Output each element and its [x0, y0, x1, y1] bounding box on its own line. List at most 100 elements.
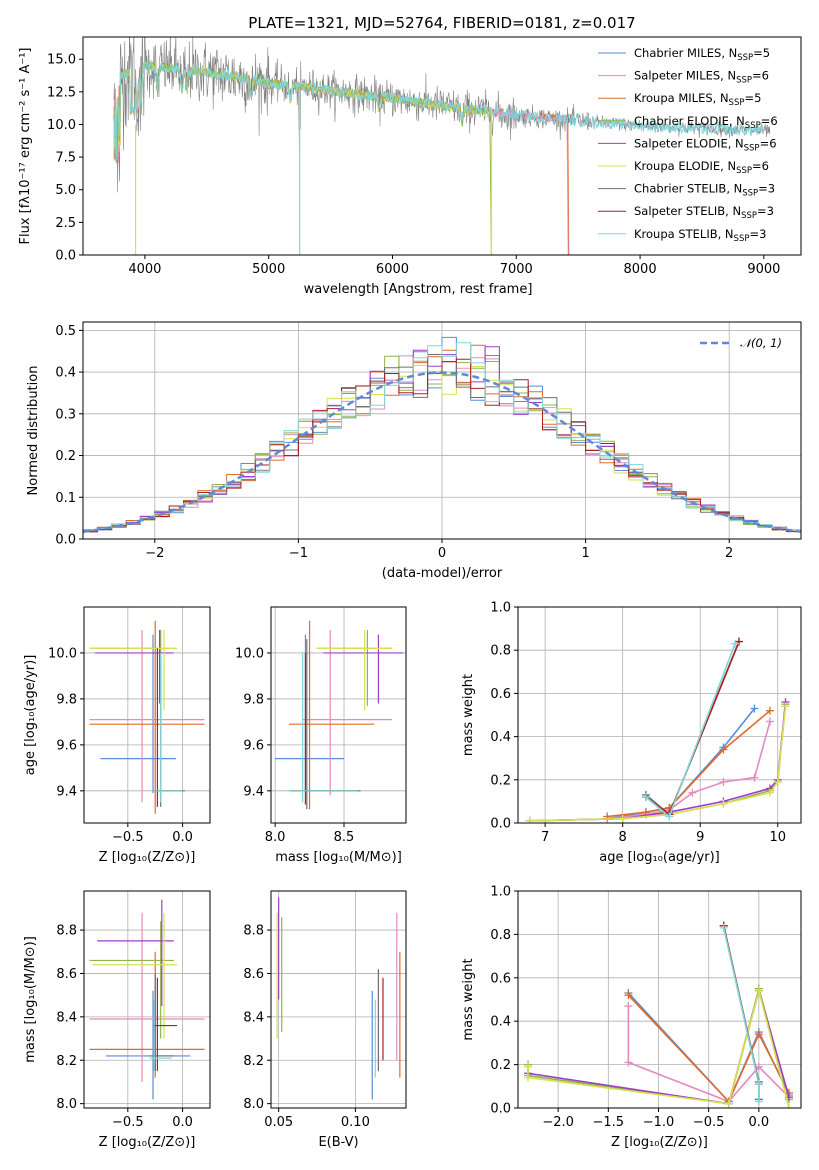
y-axis-label: Flux [fλ10⁻¹⁷ erg cm⁻² s⁻¹ A⁻¹] — [18, 48, 33, 245]
weight-vs-metallicity-panel: −2.0 −1.5 −1.0 −0.5 0.0 0.0 0.2 0.4 0.6 0.8 1.0 Z [… — [461, 885, 802, 1150]
x-tick-label: −0.5 — [112, 1115, 144, 1130]
data-point — [784, 1104, 793, 1108]
errorbar-chab-miles — [105, 990, 191, 1100]
y-tick-label: 8.0 — [56, 1097, 77, 1112]
errorbar-krou-miles — [288, 620, 375, 810]
y-tick-label: 1.0 — [490, 601, 511, 616]
errorbar-salp-stelib — [153, 977, 178, 1072]
y-tick-label: 0.0 — [490, 817, 511, 832]
model-line-krou-stelib — [113, 59, 765, 161]
x-tick-label: 8.0 — [265, 830, 286, 845]
y-tick-label: 8.0 — [243, 1097, 264, 1112]
data-point — [525, 816, 534, 823]
y-tick-label: 10.0 — [48, 646, 77, 661]
errorbar-krou-elodie — [316, 629, 393, 711]
y-tick-label: 9.4 — [56, 784, 77, 799]
y-tick-label: 2.5 — [55, 216, 76, 231]
y-tick-label: 8.8 — [56, 924, 77, 939]
errorbar-salp-miles — [89, 912, 205, 1082]
x-tick-label: 7000 — [500, 262, 533, 277]
y-axis-label: mass weight — [461, 958, 476, 1040]
series-salp-miles — [603, 717, 774, 823]
errorbar-chab-elodie — [316, 629, 393, 706]
observed-spectrum-line — [113, 37, 771, 193]
residuals-panel: −2 −1 0 1 2 0.0 0.1 0.2 0.3 0.4 0.5 (data-model)/er… — [26, 321, 802, 581]
y-tick-label: 9.6 — [56, 738, 77, 753]
y-tick-label: 0.8 — [490, 928, 511, 943]
plot-area — [525, 637, 790, 823]
x-tick-label: −2 — [145, 546, 164, 561]
y-tick-label: 0.0 — [490, 1102, 511, 1117]
plot-area — [113, 37, 771, 255]
x-tick-label: −1 — [289, 546, 308, 561]
x-tick-label: 0.10 — [341, 1115, 370, 1130]
model-line-krou-elodie — [113, 61, 492, 255]
data-point — [624, 1058, 633, 1067]
x-axis-label: (data-model)/error — [382, 566, 503, 581]
data-point — [773, 777, 782, 786]
y-tick-label: 0.5 — [55, 324, 76, 339]
mass-vs-ebv-panel: 0.05 0.10 8.0 8.2 8.4 8.6 8.8 E(B-V) — [243, 890, 407, 1150]
legend-entry-normal: 𝒩(0, 1) — [740, 336, 782, 350]
y-tick-label: 0.2 — [490, 773, 511, 788]
errorbar-krou-stelib — [155, 652, 183, 803]
data-point — [719, 745, 728, 754]
axes-frame — [83, 606, 211, 824]
y-tick-label: 8.2 — [243, 1054, 264, 1069]
axes-frame — [83, 890, 211, 1109]
data-point — [750, 704, 759, 713]
y-axis-label: mass [log₁₀(M/M⊙)] — [23, 936, 38, 1063]
legend-entry: Chabrier MILES, NSSP=5 — [634, 46, 770, 63]
y-tick-label: 9.8 — [243, 692, 264, 707]
plot-area — [275, 620, 404, 810]
errorbar-salp-elodie — [97, 899, 174, 1007]
y-tick-label: 7.5 — [55, 151, 76, 166]
x-tick-label: 8 — [619, 830, 627, 845]
y-axis-label: age [log₁₀(age/yr)] — [23, 655, 38, 776]
y-axis-label: mass weight — [461, 674, 476, 756]
y-tick-label: 8.2 — [56, 1054, 77, 1069]
x-tick-label: 0.05 — [264, 1115, 293, 1130]
y-tick-label: 8.4 — [56, 1010, 77, 1025]
y-tick-label: 8.8 — [243, 924, 264, 939]
axes-frame — [82, 321, 802, 540]
plot-area — [524, 921, 793, 1108]
data-point — [731, 639, 740, 648]
plot-area — [89, 899, 205, 1100]
x-tick-label: −0.5 — [693, 1115, 725, 1130]
axes-frame — [517, 606, 802, 824]
x-tick-label: 0 — [438, 546, 446, 561]
y-tick-label: 10.0 — [47, 118, 76, 133]
x-tick-label: 7 — [541, 830, 549, 845]
data-point — [765, 717, 774, 726]
errorbar-salp-miles — [89, 629, 205, 803]
x-tick-label: 0.0 — [172, 830, 193, 845]
errorbar-salp-stelib — [291, 652, 358, 805]
errorbar-chab-elodie — [89, 921, 174, 1039]
legend-entry: Salpeter ELODIE, NSSP=6 — [634, 136, 777, 153]
x-axis-label: Z [log₁₀(Z/Z⊙)] — [611, 1135, 708, 1150]
y-tick-label: 8.4 — [243, 1010, 264, 1025]
x-tick-label: −1.0 — [643, 1115, 675, 1130]
y-tick-label: 0.3 — [55, 407, 76, 422]
spectrum-title: PLATE=1321, MJD=52764, FIBERID=0181, z=0… — [248, 14, 635, 32]
y-tick-label: 0.0 — [55, 249, 76, 264]
axes-frame — [82, 36, 802, 256]
y-tick-label: 1.0 — [490, 885, 511, 900]
legend-entry: Chabrier STELIB, NSSP=3 — [634, 182, 775, 199]
data-point — [765, 706, 774, 715]
data-point — [754, 1097, 763, 1106]
x-tick-label: 9 — [696, 830, 704, 845]
legend-entry: Kroupa STELIB, NSSP=3 — [634, 227, 766, 244]
data-point — [754, 986, 763, 995]
series-line — [529, 704, 787, 822]
x-tick-label: 1 — [581, 546, 589, 561]
data-point — [688, 788, 697, 797]
series-line — [645, 641, 740, 816]
y-tick-label: 0.4 — [55, 366, 76, 381]
x-tick-label: 8.5 — [334, 830, 355, 845]
x-tick-label: 0.0 — [749, 1115, 770, 1130]
legend-entry: Kroupa ELODIE, NSSP=6 — [634, 159, 769, 176]
y-tick-label: 0.6 — [490, 687, 511, 702]
age-vs-metallicity-panel: −0.5 0.0 9.4 9.6 9.8 10.0 Z [log₁₀(Z/Z⊙)] age [… — [23, 606, 211, 865]
